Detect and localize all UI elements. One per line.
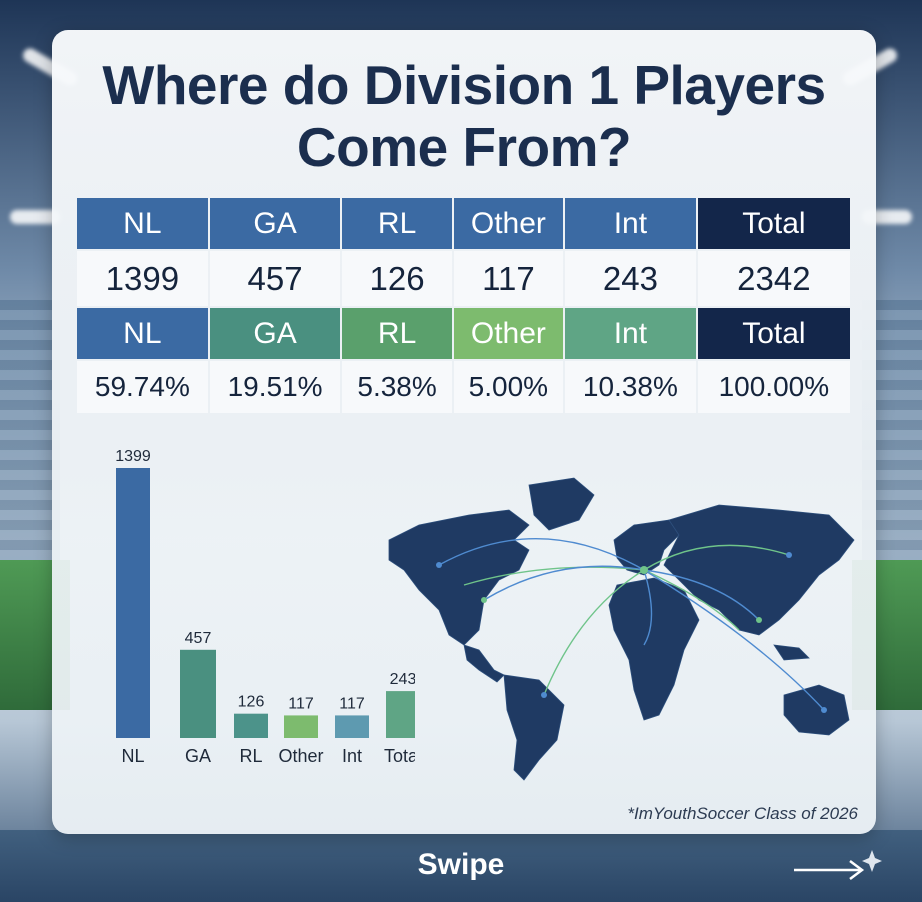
bar-category-label: GA xyxy=(185,746,211,766)
counts-header-other: Other xyxy=(453,198,564,249)
count-rl: 126 xyxy=(342,251,452,306)
counts-row: 1399 457 126 117 243 2342 xyxy=(77,251,850,306)
pct-ga: 19.51% xyxy=(209,361,341,413)
sparkle-icon xyxy=(862,850,882,872)
route-australia xyxy=(643,569,825,711)
bar-rl xyxy=(234,713,268,738)
percents-row: 59.74% 19.51% 5.38% 5.00% 10.38% 100.00% xyxy=(77,361,850,413)
bar-value-label: 243 xyxy=(390,671,415,688)
bar-value-label: 126 xyxy=(238,694,265,711)
map-nodes xyxy=(436,552,827,713)
counts-header-nl: NL xyxy=(77,198,208,249)
stats-table: NL GA RL Other Int Total 1399 457 126 11… xyxy=(75,196,852,415)
route-asia-2 xyxy=(643,569,760,621)
pct-rl: 5.38% xyxy=(342,361,452,413)
pct-nl: 59.74% xyxy=(77,361,208,413)
map-europe xyxy=(613,519,680,576)
route-africa xyxy=(643,569,653,646)
counts-header-int: Int xyxy=(565,198,696,249)
counts-header-total: Total xyxy=(697,198,850,249)
map-node xyxy=(436,562,442,568)
bar-other xyxy=(284,715,318,738)
pct-header-rl: RL xyxy=(342,308,452,359)
count-ga: 457 xyxy=(209,251,341,306)
page-title: Where do Division 1 Players Come From? xyxy=(102,54,826,178)
world-map xyxy=(388,477,855,781)
bar-category-label: NL xyxy=(121,746,144,766)
map-se-asia xyxy=(773,644,810,661)
count-total: 2342 xyxy=(697,251,850,306)
map-node xyxy=(541,692,547,698)
route-asia-3 xyxy=(643,569,740,631)
bar-category-label: Total xyxy=(384,746,415,766)
bar-value-label: 1399 xyxy=(115,448,151,465)
source-footnote: *ImYouthSoccer Class of 2026 xyxy=(627,804,858,823)
counts-header-row: NL GA RL Other Int Total xyxy=(77,198,850,249)
route-na-2 xyxy=(463,566,645,586)
pct-header-row: NL GA RL Other Int Total xyxy=(77,308,850,359)
bar-category-label: Int xyxy=(342,746,362,766)
map-north-america xyxy=(388,509,530,646)
map-node xyxy=(786,552,792,558)
bar-category-label: RL xyxy=(239,746,262,766)
map-asia xyxy=(663,504,855,636)
bar-value-label: 117 xyxy=(288,695,314,712)
pct-header-total: Total xyxy=(697,308,850,359)
map-routes xyxy=(438,538,825,711)
bar-nl xyxy=(116,468,150,738)
bar-value-label: 457 xyxy=(185,630,212,647)
count-other: 117 xyxy=(453,251,564,306)
pct-total: 100.00% xyxy=(697,361,850,413)
arrow-right-icon[interactable] xyxy=(792,848,882,888)
count-nl: 1399 xyxy=(77,251,208,306)
bar-chart: 1399 NL 457 GA 126 RL 117 Other 117 Int 243 Total xyxy=(115,448,415,766)
map-south-america xyxy=(503,674,565,781)
bar-value-label: 117 xyxy=(339,695,365,712)
pct-header-other: Other xyxy=(453,308,564,359)
counts-header-ga: GA xyxy=(209,198,341,249)
route-sa xyxy=(543,569,645,696)
pct-int: 10.38% xyxy=(565,361,696,413)
map-node xyxy=(821,707,827,713)
infographic-card: Where do Division 1 Players Come From? N… xyxy=(52,30,876,834)
map-node xyxy=(481,597,487,603)
swipe-label[interactable]: Swipe xyxy=(417,848,505,881)
route-asia-1 xyxy=(643,544,790,571)
pct-header-ga: GA xyxy=(209,308,341,359)
bar-ga xyxy=(180,649,216,738)
map-node xyxy=(756,617,762,623)
map-africa xyxy=(608,577,700,721)
map-australia xyxy=(783,684,850,736)
pct-other: 5.00% xyxy=(453,361,564,413)
pct-header-nl: NL xyxy=(77,308,208,359)
bar-category-label: Other xyxy=(278,746,323,766)
map-central-america xyxy=(463,644,505,683)
count-int: 243 xyxy=(565,251,696,306)
counts-header-rl: RL xyxy=(342,198,452,249)
map-greenland xyxy=(528,477,595,531)
bar-total xyxy=(386,691,415,738)
map-node xyxy=(640,566,648,574)
route-na-1 xyxy=(438,538,645,571)
pct-header-int: Int xyxy=(565,308,696,359)
world-map-land xyxy=(388,477,855,781)
bar-int xyxy=(335,715,369,738)
route-na-3 xyxy=(483,565,645,601)
